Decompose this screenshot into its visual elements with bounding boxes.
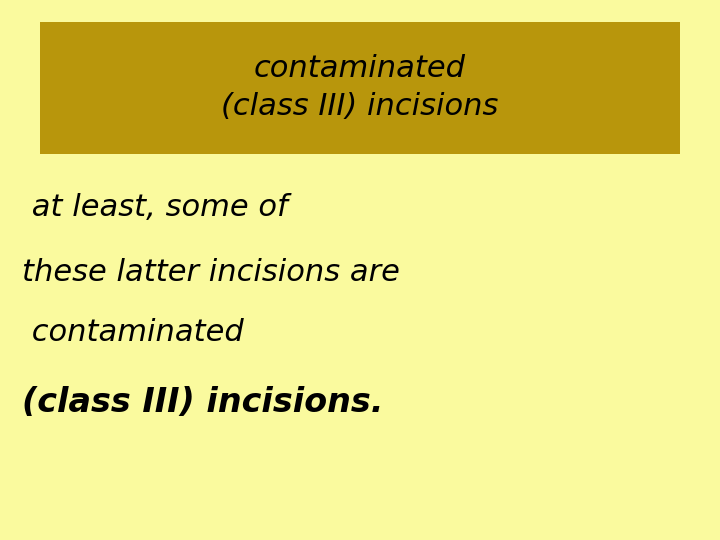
Text: these latter incisions are: these latter incisions are (22, 258, 400, 287)
Text: contaminated
(class III) incisions: contaminated (class III) incisions (221, 55, 499, 120)
Text: at least, some of: at least, some of (22, 193, 287, 222)
Text: contaminated: contaminated (22, 318, 243, 347)
Text: (class III) incisions.: (class III) incisions. (22, 386, 383, 419)
Bar (40, 22, 680, 154)
